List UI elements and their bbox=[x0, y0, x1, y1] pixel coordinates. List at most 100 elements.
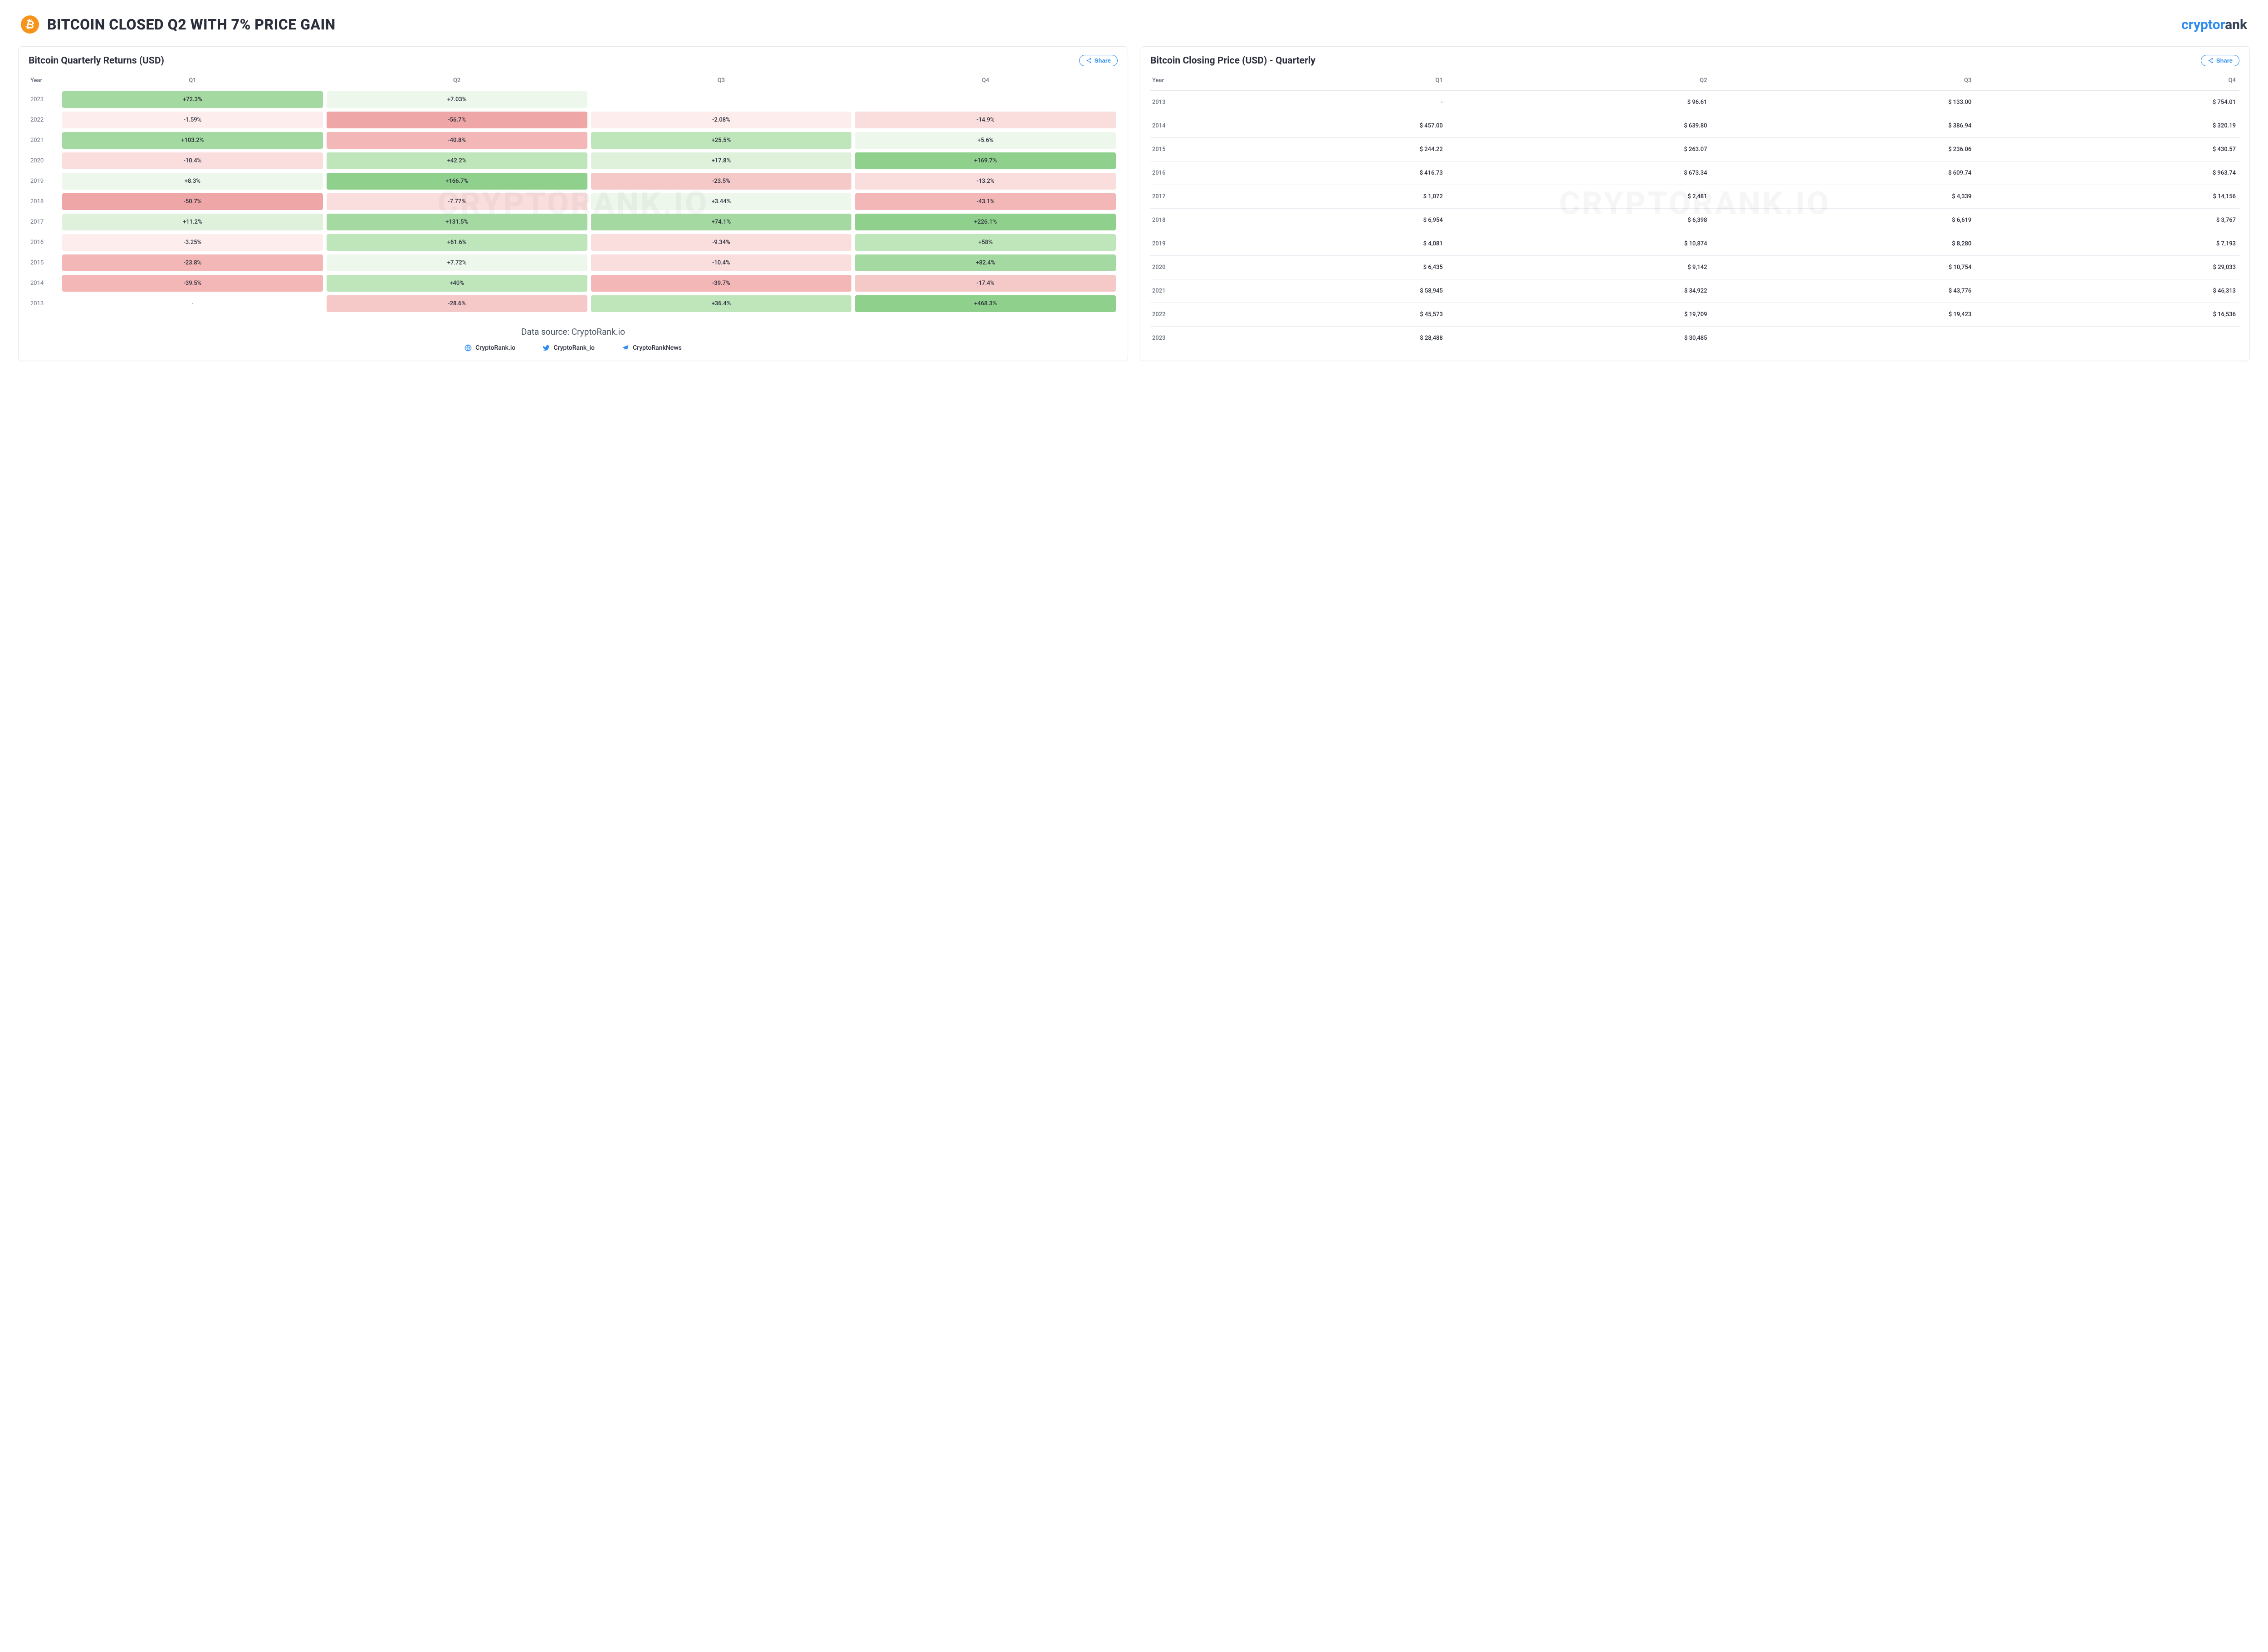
returns-cell: +74.1% bbox=[591, 214, 852, 230]
returns-cell: +3.44% bbox=[591, 193, 852, 210]
returns-cell: -56.7% bbox=[327, 112, 587, 128]
price-year: 2017 bbox=[1150, 185, 1182, 208]
returns-year: 2015 bbox=[29, 253, 60, 273]
returns-cell: -39.5% bbox=[62, 275, 323, 292]
col-q2: Q2 bbox=[1447, 73, 1711, 90]
brand-logo: cryptorank bbox=[2181, 17, 2247, 33]
panel-head-right: Bitcoin Closing Price (USD) - Quarterly … bbox=[1150, 55, 2239, 66]
price-cell: $ 9,142 bbox=[1447, 255, 1711, 279]
price-cell: $ 963.74 bbox=[1975, 161, 2239, 185]
share-label: Share bbox=[1095, 57, 1111, 64]
returns-cell: +36.4% bbox=[591, 295, 852, 312]
price-year: 2018 bbox=[1150, 208, 1182, 232]
price-cell: $ 673.34 bbox=[1447, 161, 1711, 185]
prices-table: Year Q1 Q2 Q3 Q4 2013-$ 96.61$ 133.00$ 7… bbox=[1150, 73, 2239, 350]
returns-year: 2014 bbox=[29, 273, 60, 293]
price-cell: $ 10,874 bbox=[1447, 232, 1711, 255]
price-cell: $ 430.57 bbox=[1975, 137, 2239, 161]
returns-year: 2016 bbox=[29, 232, 60, 253]
share-button[interactable]: Share bbox=[2201, 55, 2239, 66]
price-year: 2013 bbox=[1150, 90, 1182, 114]
returns-cell: -23.8% bbox=[62, 254, 323, 271]
price-year: 2015 bbox=[1150, 137, 1182, 161]
data-source: Data source: CryptoRank.io bbox=[29, 327, 1118, 337]
returns-year: 2022 bbox=[29, 110, 60, 130]
share-button[interactable]: Share bbox=[1079, 55, 1118, 66]
page-title: BITCOIN CLOSED Q2 WITH 7% PRICE GAIN bbox=[47, 16, 336, 33]
returns-year: 2013 bbox=[29, 293, 60, 314]
col-year: Year bbox=[1150, 73, 1182, 90]
returns-cell: +169.7% bbox=[855, 152, 1116, 169]
col-q4: Q4 bbox=[853, 73, 1118, 89]
returns-cell: +25.5% bbox=[591, 132, 852, 149]
returns-cell: +103.2% bbox=[62, 132, 323, 149]
price-year: 2019 bbox=[1150, 232, 1182, 255]
price-cell: $ 1,072 bbox=[1182, 185, 1447, 208]
price-cell: $ 6,398 bbox=[1447, 208, 1711, 232]
panel-prices: CRYPTORANK.IO Bitcoin Closing Price (USD… bbox=[1140, 46, 2250, 361]
returns-cell: +8.3% bbox=[62, 173, 323, 190]
returns-cell: -43.1% bbox=[855, 193, 1116, 210]
col-q1: Q1 bbox=[60, 73, 325, 89]
price-cell: $ 7,193 bbox=[1975, 232, 2239, 255]
price-cell: - bbox=[1182, 90, 1447, 114]
price-year: 2023 bbox=[1150, 326, 1182, 350]
bitcoin-icon bbox=[21, 15, 39, 34]
col-q3: Q3 bbox=[1711, 73, 1975, 90]
price-year: 2020 bbox=[1150, 255, 1182, 279]
telegram-icon bbox=[622, 344, 629, 352]
price-cell: $ 236.06 bbox=[1711, 137, 1975, 161]
returns-cell: -39.7% bbox=[591, 275, 852, 292]
price-cell: $ 43,776 bbox=[1711, 279, 1975, 303]
price-cell: $ 34,922 bbox=[1447, 279, 1711, 303]
returns-heatmap: Year Q1 Q2 Q3 Q4 2023+72.3%+7.03%2022-1.… bbox=[29, 73, 1118, 314]
returns-cell: -1.59% bbox=[62, 112, 323, 128]
price-cell: $ 10,754 bbox=[1711, 255, 1975, 279]
returns-cell: +72.3% bbox=[62, 91, 323, 108]
share-icon bbox=[2208, 58, 2214, 64]
returns-cell bbox=[591, 91, 852, 108]
link-twitter-label: CryptoRank_io bbox=[553, 344, 595, 352]
returns-cell: -23.5% bbox=[591, 173, 852, 190]
price-cell: $ 457.00 bbox=[1182, 114, 1447, 137]
price-cell: $ 58,945 bbox=[1182, 279, 1447, 303]
price-cell: $ 416.73 bbox=[1182, 161, 1447, 185]
price-cell: $ 609.74 bbox=[1711, 161, 1975, 185]
col-year: Year bbox=[29, 73, 60, 89]
price-year: 2022 bbox=[1150, 303, 1182, 326]
returns-cell: +226.1% bbox=[855, 214, 1116, 230]
price-cell: $ 639.80 bbox=[1447, 114, 1711, 137]
brand-part-1: cryptor bbox=[2181, 17, 2225, 33]
returns-year: 2021 bbox=[29, 130, 60, 151]
link-web-label: CryptoRank.io bbox=[475, 344, 515, 352]
col-q4: Q4 bbox=[1975, 73, 2239, 90]
share-icon bbox=[1086, 58, 1092, 64]
returns-cell bbox=[855, 91, 1116, 108]
price-cell: $ 386.94 bbox=[1711, 114, 1975, 137]
price-cell: $ 19,709 bbox=[1447, 303, 1711, 326]
returns-year: 2017 bbox=[29, 212, 60, 232]
returns-cell: +7.72% bbox=[327, 254, 587, 271]
returns-year: 2018 bbox=[29, 191, 60, 212]
link-web[interactable]: CryptoRank.io bbox=[464, 344, 515, 352]
share-label: Share bbox=[2216, 57, 2233, 64]
col-q1: Q1 bbox=[1182, 73, 1447, 90]
header: BITCOIN CLOSED Q2 WITH 7% PRICE GAIN cry… bbox=[18, 14, 2250, 38]
returns-cell: -40.8% bbox=[327, 132, 587, 149]
panels-grid: CRYPTORANK.IO Bitcoin Quarterly Returns … bbox=[18, 46, 2250, 361]
globe-icon bbox=[464, 344, 472, 352]
price-cell: $ 4,081 bbox=[1182, 232, 1447, 255]
link-telegram-label: CryptoRankNews bbox=[633, 344, 682, 352]
returns-cell: +42.2% bbox=[327, 152, 587, 169]
returns-cell: +131.5% bbox=[327, 214, 587, 230]
link-twitter[interactable]: CryptoRank_io bbox=[543, 344, 595, 352]
returns-cell: -13.2% bbox=[855, 173, 1116, 190]
returns-cell: -10.4% bbox=[62, 152, 323, 169]
returns-year: 2023 bbox=[29, 89, 60, 110]
link-telegram[interactable]: CryptoRankNews bbox=[622, 344, 682, 352]
returns-cell: -10.4% bbox=[591, 254, 852, 271]
price-cell: $ 6,954 bbox=[1182, 208, 1447, 232]
returns-cell: +7.03% bbox=[327, 91, 587, 108]
returns-cell: -9.34% bbox=[591, 234, 852, 251]
returns-cell: - bbox=[62, 295, 323, 312]
